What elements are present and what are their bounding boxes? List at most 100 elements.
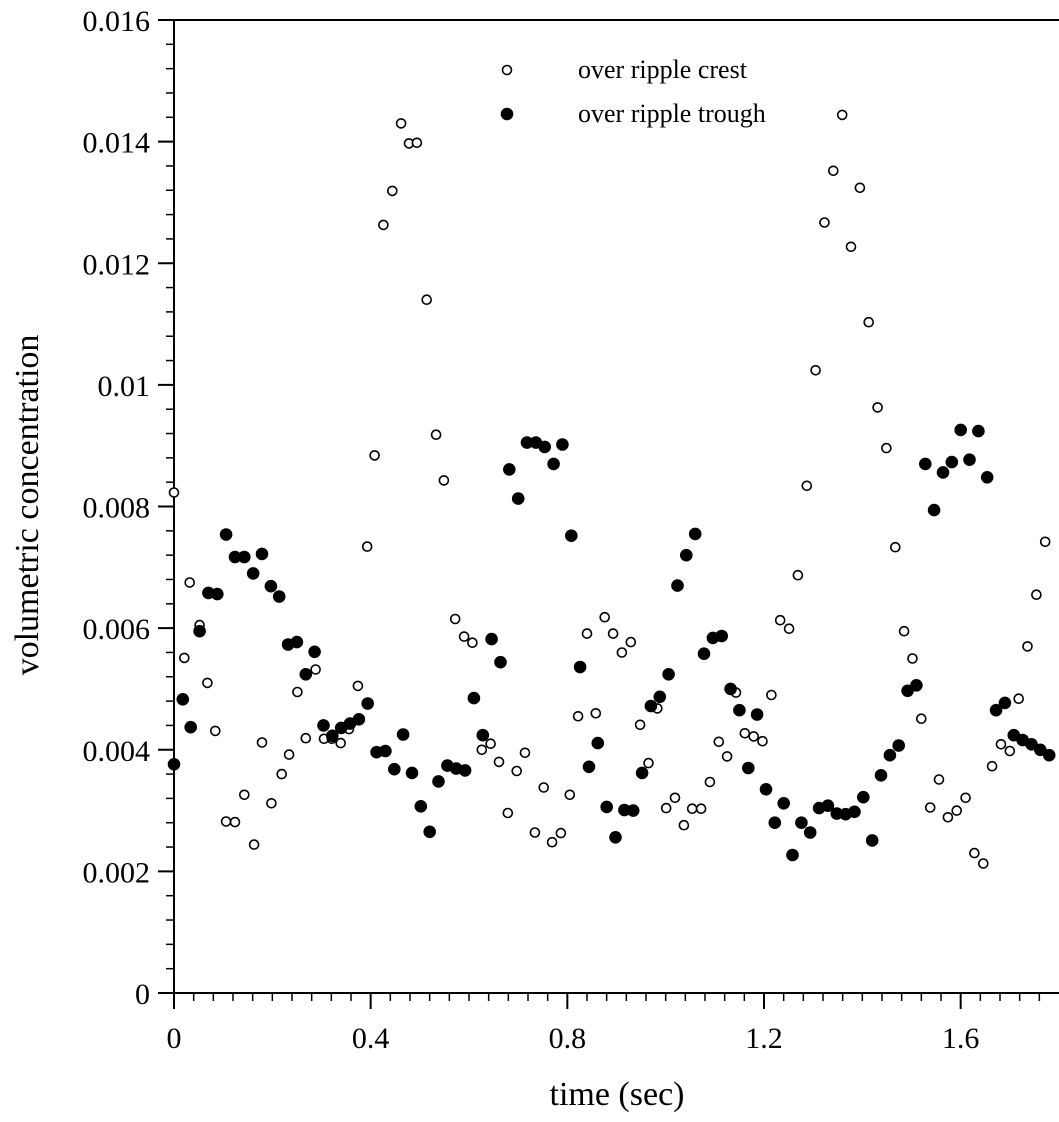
crest-data-point (292, 686, 303, 698)
x-tick-label: 0.8 (549, 1022, 587, 1055)
trough-data-point (219, 528, 233, 541)
crest-data-point (827, 165, 839, 177)
crest-data-point (704, 776, 716, 788)
ticks: 0 0.4 0.8 1.2 1.6 0 0.002 0.004 0.006 0.008 0.01 0.… (83, 5, 1041, 1055)
crest-data-point (995, 738, 1007, 750)
trough-data-point (679, 548, 693, 562)
crest-data-point (430, 429, 442, 441)
crest-data-point (572, 710, 584, 722)
legend-trough-marker (500, 107, 514, 121)
trough-data-point (768, 816, 782, 830)
trough-data-point (325, 729, 339, 743)
crest-data-point (538, 782, 550, 793)
trough-data-point (255, 547, 269, 561)
crest-data-point (599, 611, 611, 623)
legend-crest-marker (501, 64, 513, 76)
crest-data-point (485, 738, 496, 750)
trough-data-point (264, 579, 278, 593)
trough-data-point (741, 761, 755, 775)
crest-data-point (220, 816, 232, 827)
trough-data-point (361, 697, 375, 710)
crest-data-point (179, 652, 190, 664)
trough-data-point (511, 492, 525, 505)
trough-data-point (290, 635, 304, 649)
trough-data-point (573, 660, 587, 674)
trough-data-point (653, 690, 667, 704)
crest-data-point (202, 677, 213, 689)
crest-data-point (634, 719, 646, 731)
crest-data-point (836, 109, 848, 121)
trough-data-point (927, 503, 941, 517)
crest-data-point (300, 732, 312, 744)
crest-data-point (625, 636, 637, 648)
trough-data-point (1042, 748, 1056, 762)
crest-data-point (915, 713, 927, 725)
trough-data-point (272, 590, 286, 603)
trough-data-point (317, 719, 330, 732)
crest-data-point (266, 797, 277, 809)
trough-data-point (467, 691, 481, 705)
crest-data-point (739, 727, 751, 739)
crest-data-point (421, 294, 433, 306)
crest-data-point (774, 614, 786, 626)
trough-data-point (591, 736, 605, 750)
trough-data-point (644, 699, 658, 713)
trough-data-point (538, 440, 552, 454)
trough-data-point (848, 805, 861, 819)
crest-data-point (986, 760, 998, 772)
trough-data-point (733, 703, 746, 717)
crest-data-point (924, 802, 936, 813)
trough-data-point (821, 799, 835, 813)
crest-data-point (792, 569, 804, 581)
trough-data-point (387, 762, 401, 776)
crest-data-point (863, 316, 875, 328)
trough-data-point (414, 799, 428, 813)
crest-data-point (854, 182, 866, 194)
crest-data-point (977, 858, 989, 869)
trough-data-point (759, 782, 773, 796)
crest-data-point (643, 757, 654, 769)
y-tick-label: 0.002 (83, 856, 151, 889)
crest-data-point (1031, 589, 1042, 601)
crest-data-point (721, 751, 733, 762)
trough-data-point (423, 825, 437, 839)
crest-data-point (757, 735, 768, 747)
crest-data-point (845, 241, 857, 253)
x-tick-label: 0 (167, 1022, 182, 1055)
crest-data-point (502, 807, 514, 819)
trough-data-point (502, 463, 516, 476)
crest-data-point (239, 789, 250, 801)
crest-data-point (933, 774, 945, 785)
trough-data-point (892, 739, 906, 752)
crest-data-point (467, 637, 478, 649)
trough-data-point (777, 796, 791, 810)
crest-data-point (395, 118, 407, 129)
crest-data-point (361, 541, 373, 552)
trough-data-point (184, 720, 197, 734)
trough-data-point (795, 816, 808, 830)
y-tick-label: 0.004 (83, 735, 151, 768)
crest-data-point (1022, 641, 1033, 652)
trough-data-point (485, 632, 498, 646)
crest-data-point (898, 625, 910, 637)
legend-label: over ripple crest (578, 55, 748, 84)
trough-data-point (989, 703, 1003, 717)
crest-data-point (810, 364, 821, 376)
crest-data-point (960, 792, 971, 804)
crest-data-point (872, 402, 883, 413)
trough-data-point (963, 453, 976, 467)
crest-data-point (386, 185, 398, 197)
crest-data-point (168, 487, 180, 498)
trough-data-point (697, 647, 711, 661)
legend-label: over ripple trough (578, 99, 766, 128)
y-tick-label: 0 (135, 978, 150, 1011)
crest-data-point (369, 450, 380, 461)
legend: over ripple crest over ripple trough (500, 55, 766, 128)
crest-data-point (616, 647, 628, 658)
x-tick-label: 1.6 (942, 1022, 980, 1055)
trough-data-point (246, 567, 260, 580)
crest-data-point (1039, 536, 1051, 548)
crest-data-point (783, 623, 795, 635)
trough-data-point (432, 775, 445, 788)
